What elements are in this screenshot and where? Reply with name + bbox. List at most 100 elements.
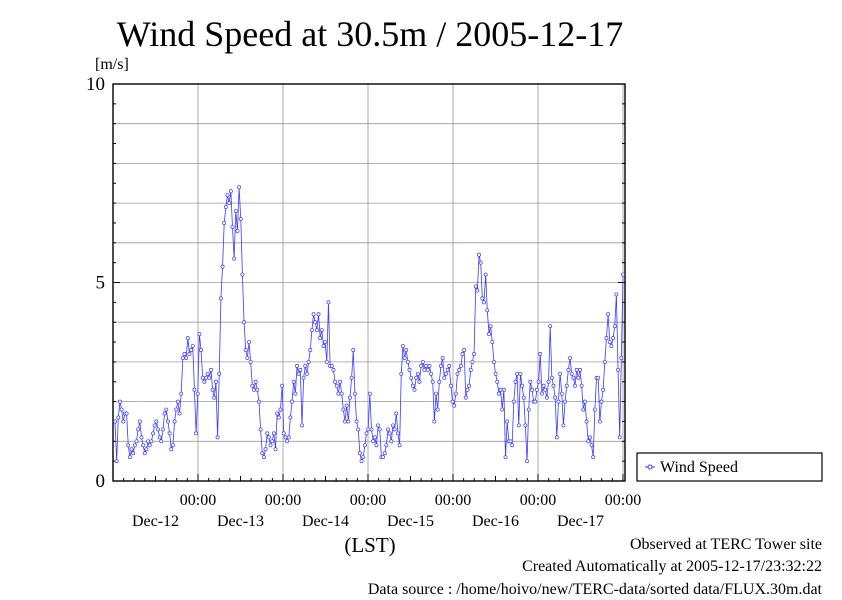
data-point — [237, 185, 242, 190]
data-point — [602, 359, 607, 364]
data-point — [309, 328, 314, 333]
data-point — [496, 391, 501, 396]
data-point — [589, 443, 594, 448]
data-point — [564, 383, 569, 388]
data-point — [463, 395, 468, 400]
data-point — [260, 451, 265, 456]
data-point — [283, 435, 288, 440]
data-point — [346, 419, 351, 424]
data-point — [296, 371, 301, 376]
data-point — [539, 391, 544, 396]
data-point — [291, 379, 296, 384]
data-point — [508, 439, 513, 444]
data-point — [152, 423, 157, 428]
data-point — [233, 209, 238, 213]
data-point — [240, 272, 245, 277]
data-point — [156, 427, 160, 432]
data-point — [339, 391, 344, 396]
data-point — [242, 320, 247, 325]
data-point — [429, 371, 433, 376]
data-point — [182, 352, 187, 356]
x-day-label: Dec-15 — [387, 513, 434, 530]
data-point — [515, 371, 520, 376]
data-point — [443, 371, 448, 376]
data-point — [305, 371, 309, 376]
data-point — [447, 363, 452, 368]
data-point — [227, 201, 232, 206]
data-point — [293, 391, 298, 396]
data-point — [611, 336, 616, 341]
data-point — [314, 328, 319, 333]
data-point — [578, 367, 582, 372]
data-point — [538, 352, 543, 356]
data-point — [518, 371, 523, 376]
data-point — [114, 459, 119, 464]
data-point — [389, 439, 394, 444]
data-point — [180, 355, 185, 360]
x-tick-label: 00:00 — [180, 492, 216, 509]
data-point — [483, 272, 488, 277]
data-point — [352, 391, 357, 396]
data-point — [351, 348, 356, 352]
x-tick-label: 00:00 — [350, 492, 386, 509]
data-point — [568, 355, 573, 360]
data-point — [516, 423, 521, 428]
data-point — [187, 352, 192, 356]
data-point — [501, 387, 506, 392]
data-point — [599, 399, 604, 404]
data-point — [376, 423, 381, 428]
data-point — [268, 443, 273, 448]
data-point — [278, 407, 283, 412]
data-point — [407, 367, 412, 372]
data-point — [146, 439, 151, 444]
y-tick-label: 10 — [86, 74, 105, 95]
data-point — [323, 340, 328, 344]
grid-lines — [113, 84, 625, 481]
data-point — [301, 375, 306, 380]
data-point — [606, 312, 611, 317]
data-point — [170, 443, 175, 448]
x-day-label: Dec-14 — [302, 513, 349, 530]
x-axis-label: (LST) — [344, 533, 395, 557]
data-point — [440, 355, 445, 360]
data-point — [338, 379, 342, 384]
data-point — [490, 340, 495, 344]
data-point — [197, 332, 202, 337]
data-point — [275, 411, 280, 416]
data-point — [184, 355, 189, 360]
data-point — [288, 415, 293, 420]
data-point — [467, 383, 472, 388]
data-point — [175, 399, 180, 404]
data-point — [349, 375, 354, 380]
data-point — [414, 375, 419, 380]
data-point — [151, 431, 156, 436]
series-wind-speed — [113, 185, 625, 464]
data-point — [326, 300, 331, 305]
data-point — [487, 332, 491, 337]
legend: Wind Speed — [636, 452, 823, 482]
data-point — [445, 367, 450, 372]
data-point — [513, 379, 518, 384]
data-point — [526, 407, 531, 412]
data-point — [341, 407, 346, 412]
data-point — [549, 375, 554, 380]
data-point — [189, 348, 194, 352]
data-point — [424, 363, 429, 368]
data-point — [222, 220, 227, 225]
data-point — [223, 205, 228, 210]
data-point — [137, 419, 142, 424]
data-point — [551, 383, 556, 388]
data-point — [386, 427, 390, 432]
data-point — [609, 344, 614, 348]
data-point — [369, 427, 374, 432]
data-point — [167, 431, 172, 436]
data-point — [165, 419, 170, 424]
data-point — [432, 419, 437, 424]
data-point — [621, 272, 625, 277]
data-point — [129, 447, 134, 452]
legend-label-wind-speed: Wind Speed — [660, 459, 738, 476]
data-point — [336, 391, 341, 396]
data-point — [500, 407, 505, 412]
footer-source: Data source : /home/hoivo/new/TERC-data/… — [367, 581, 822, 598]
data-point — [616, 367, 620, 372]
